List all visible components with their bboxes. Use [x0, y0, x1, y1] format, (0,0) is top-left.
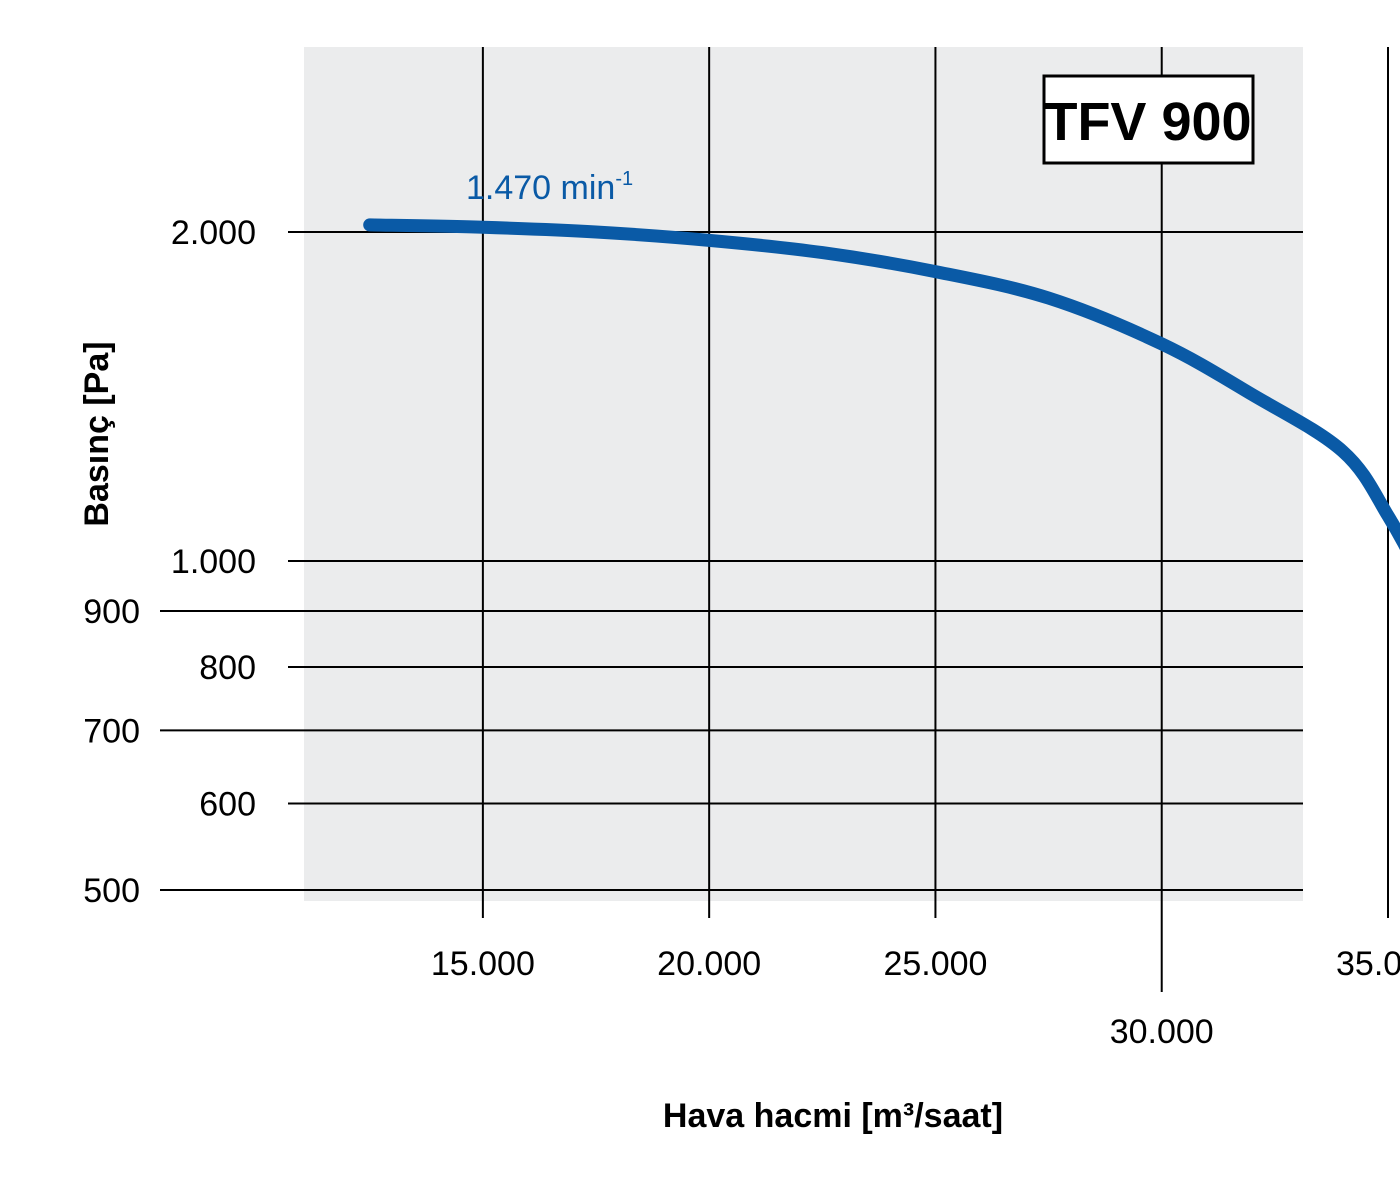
series-annotation-speed: 1.470 min-1: [466, 168, 633, 207]
series-line-1470: [363, 218, 1400, 550]
y-axis-title: Basınç [Pa]: [78, 341, 116, 526]
y-tick-labels: 2.000 1.000 900 800 700 600 500: [83, 214, 256, 910]
y-tick-label-800: 800: [199, 649, 256, 687]
model-badge-frame: [1042, 74, 1255, 165]
x-tick-label-35000: 35.000: [1336, 945, 1400, 983]
y-tick-label-500: 500: [83, 872, 140, 910]
chart-title: TFV 900: [1044, 92, 1251, 152]
plot-background: [304, 47, 1303, 901]
y-tick-label-600: 600: [199, 786, 256, 824]
x-tick-label-20000: 20.000: [657, 945, 761, 983]
y-tick-label-700: 700: [83, 712, 140, 750]
y-tick-label-2000: 2.000: [171, 214, 256, 252]
x-axis-title: Hava hacmi [m³/saat]: [663, 1097, 1003, 1135]
y-tick-label-1000: 1.000: [171, 543, 256, 581]
x-tick-label-15000: 15.000: [431, 945, 535, 983]
x-tick-label-25000: 25.000: [883, 945, 987, 983]
y-tick-label-900: 900: [83, 593, 140, 631]
model-badge: TFV 900: [1042, 74, 1255, 165]
x-tick-label-30000: 30.000: [1110, 1013, 1214, 1051]
x-gridlines: [481, 47, 1389, 992]
